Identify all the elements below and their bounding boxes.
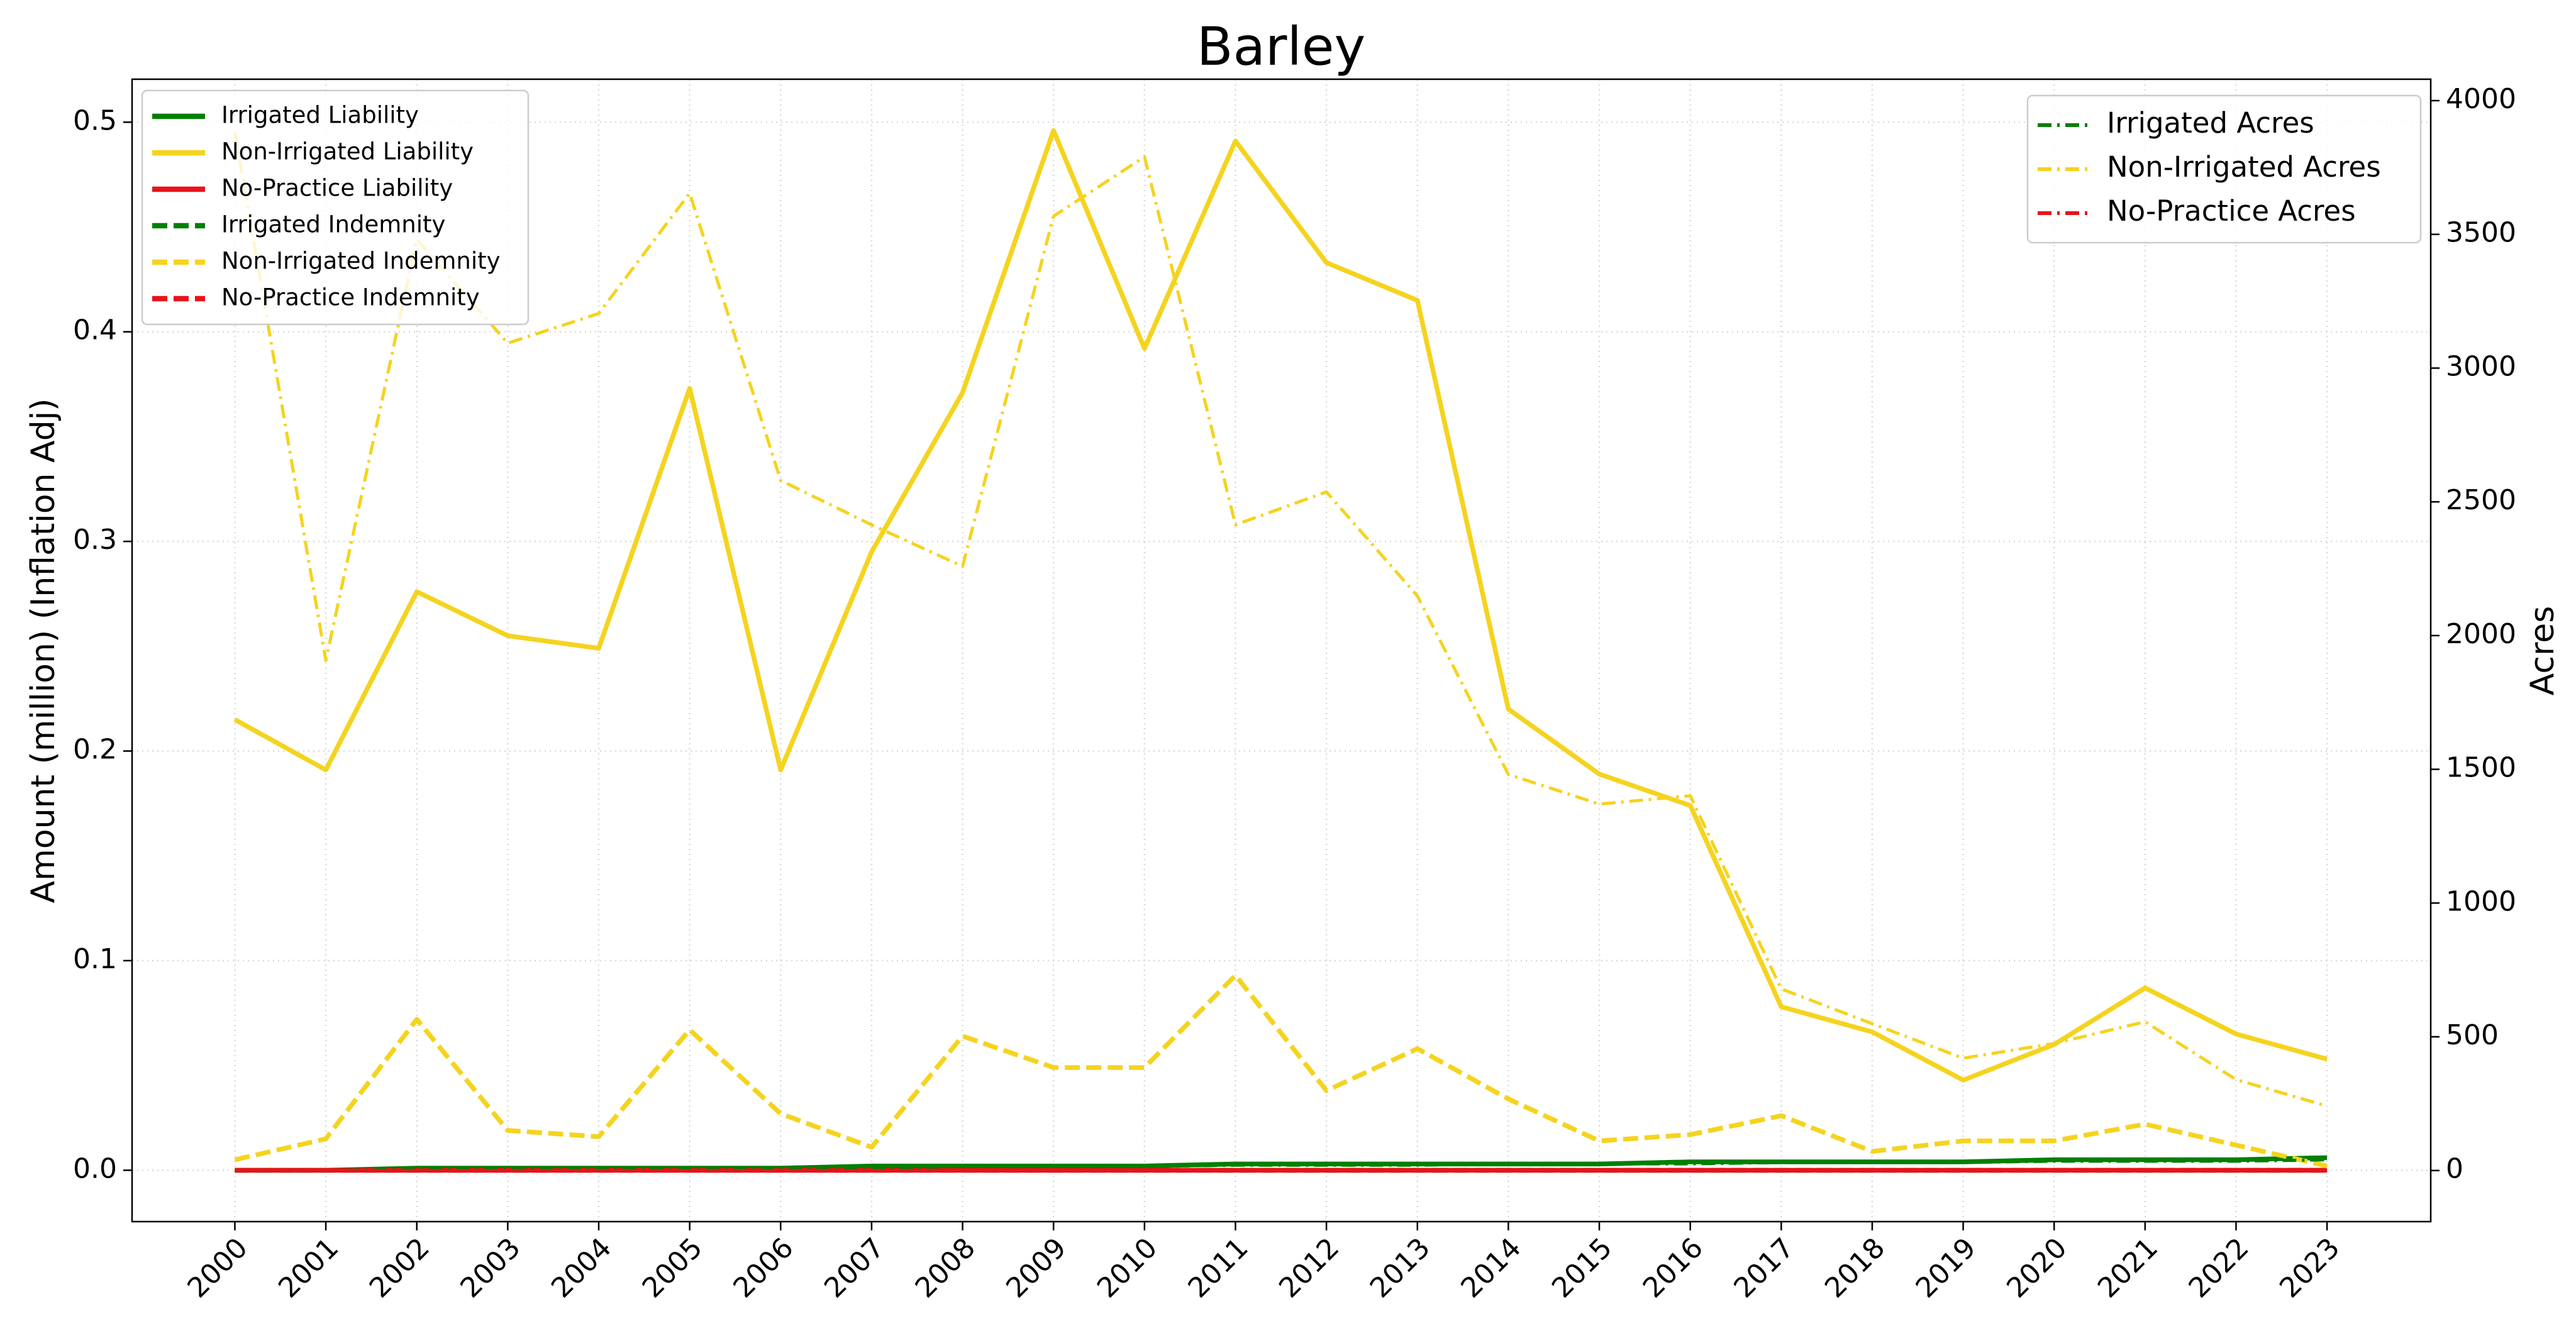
series-line <box>233 128 2328 1083</box>
legend-label: No-Practice Liability <box>221 175 453 202</box>
y-tick-label: 0.5 <box>73 104 117 136</box>
y2-tick-label: 500 <box>2446 1019 2499 1051</box>
legend-label: No-Practice Indemnity <box>221 284 480 311</box>
y-axis-label: Amount (million) (Inflation Adj) <box>25 399 62 903</box>
y-tick-label: 0.0 <box>73 1152 117 1185</box>
series-line <box>233 131 2328 1108</box>
y2-tick-label: 4000 <box>2446 83 2516 115</box>
legend-box <box>141 89 530 326</box>
chart-title: Barley <box>1197 16 1365 77</box>
y-tick-label: 0.3 <box>73 524 117 556</box>
y2-tick-label: 3500 <box>2446 217 2516 249</box>
legend-label: No-Practice Acres <box>2107 194 2356 228</box>
y2-tick-label: 0 <box>2446 1153 2463 1185</box>
y2-tick-label: 2000 <box>2446 618 2516 650</box>
y-tick-label: 0.1 <box>73 943 117 975</box>
plot-frame <box>131 78 2432 1223</box>
y2-tick-label: 1000 <box>2446 885 2516 917</box>
y-tick-label: 0.2 <box>73 734 117 766</box>
y2-tick-label: 2500 <box>2446 484 2516 516</box>
legend-label: Irrigated Acres <box>2107 106 2314 140</box>
legend-label: Non-Irrigated Liability <box>221 138 474 165</box>
legend-label: Irrigated Indemnity <box>221 211 445 238</box>
y2-tick-label: 3000 <box>2446 350 2516 382</box>
legend-label: Irrigated Liability <box>221 102 419 129</box>
series-line <box>235 1158 2328 1173</box>
legend-label: Non-Irrigated Indemnity <box>221 248 501 275</box>
y2-tick-label: 1500 <box>2446 752 2516 784</box>
legend-label: Non-Irrigated Acres <box>2107 150 2381 184</box>
legend-box <box>2026 94 2422 244</box>
series-line <box>234 973 2328 1169</box>
y-tick-label: 0.4 <box>73 314 117 346</box>
y2-axis-label: Acres <box>2524 606 2562 696</box>
